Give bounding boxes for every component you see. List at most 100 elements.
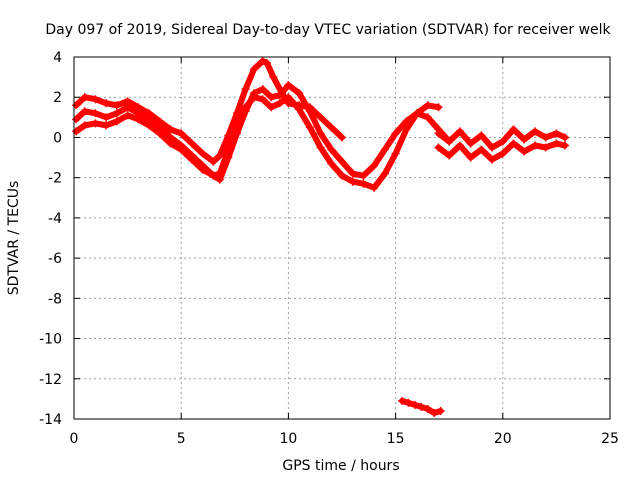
data-point — [267, 103, 276, 112]
data-point — [423, 404, 432, 413]
data-point — [241, 85, 250, 94]
data-point — [413, 109, 422, 118]
data-point — [177, 129, 186, 138]
data-point — [215, 151, 224, 160]
data-point — [488, 155, 497, 164]
data-point — [541, 143, 550, 152]
data-point — [258, 57, 267, 66]
data-point — [338, 133, 346, 142]
data-point — [187, 139, 196, 148]
series-track-e — [434, 125, 569, 152]
data-point — [80, 121, 89, 130]
data-point — [232, 123, 241, 132]
data-point — [112, 101, 121, 110]
data-point — [380, 145, 389, 154]
data-point — [327, 123, 336, 132]
data-point — [284, 81, 293, 90]
data-point — [145, 121, 154, 130]
y-tick-label: 2 — [53, 90, 62, 106]
data-point — [327, 145, 336, 154]
data-point — [530, 127, 539, 136]
data-point — [102, 113, 111, 122]
data-point — [72, 127, 81, 136]
chart-title: Day 097 of 2019, Sidereal Day-to-day VTE… — [45, 22, 611, 38]
data-point — [80, 93, 89, 102]
data-point — [269, 73, 278, 82]
data-point — [166, 125, 175, 134]
data-point — [445, 137, 454, 146]
data-point — [498, 137, 507, 146]
data-point — [91, 95, 100, 104]
data-point — [327, 159, 336, 168]
data-point — [177, 145, 186, 154]
data-point — [455, 141, 464, 150]
data-point — [209, 157, 218, 166]
x-tick-label: 10 — [279, 431, 297, 447]
data-point — [552, 139, 561, 148]
data-point — [488, 143, 497, 152]
data-point — [275, 91, 284, 100]
y-tick-label: -4 — [48, 211, 62, 227]
data-point — [455, 127, 464, 136]
data-point — [423, 101, 432, 110]
data-point — [187, 155, 196, 164]
data-point — [224, 145, 233, 154]
y-tick-label: -8 — [48, 291, 62, 307]
data-point — [338, 157, 346, 166]
data-point — [123, 103, 132, 112]
y-tick-label: -14 — [39, 412, 62, 428]
data-point — [398, 396, 407, 405]
data-point — [434, 103, 443, 112]
data-point — [112, 109, 121, 118]
x-tick-label: 25 — [601, 431, 619, 447]
data-point — [359, 171, 368, 180]
data-point — [445, 151, 454, 160]
data-point — [316, 113, 325, 122]
data-point — [466, 153, 475, 162]
x-tick-label: 20 — [494, 431, 512, 447]
data-point — [72, 101, 81, 110]
data-point — [316, 143, 325, 152]
data-point — [370, 183, 379, 192]
data-point — [391, 129, 400, 138]
data-point — [250, 93, 259, 102]
y-tick-label: -6 — [48, 251, 62, 267]
data-point — [295, 89, 304, 98]
data-point — [560, 141, 569, 150]
data-point — [155, 129, 164, 138]
series-track-c — [72, 93, 443, 192]
data-point — [258, 95, 267, 104]
data-point — [404, 398, 413, 407]
data-point — [209, 171, 218, 180]
y-tick-label: -10 — [39, 332, 62, 348]
data-point — [348, 177, 357, 186]
data-point — [80, 107, 89, 116]
data-point — [134, 115, 143, 124]
data-point — [477, 131, 486, 140]
data-point — [102, 121, 111, 130]
data-point — [198, 149, 207, 158]
data-point — [417, 402, 426, 411]
data-point — [560, 133, 569, 142]
data-point — [370, 161, 379, 170]
data-point — [423, 113, 432, 122]
series-track-f — [398, 396, 445, 417]
data-point — [552, 129, 561, 138]
data-point — [410, 400, 419, 409]
data-point — [436, 406, 445, 415]
data-point — [359, 179, 368, 188]
data-point — [112, 117, 121, 126]
data-point — [430, 408, 439, 417]
data-point — [102, 99, 111, 108]
data-point — [262, 59, 271, 68]
data-point — [305, 107, 314, 116]
data-point — [520, 135, 529, 144]
data-point — [316, 129, 325, 138]
data-point — [338, 171, 346, 180]
data-point — [402, 125, 411, 134]
data-point — [380, 169, 389, 178]
y-tick-label: -2 — [48, 171, 62, 187]
series-trace — [73, 82, 453, 183]
